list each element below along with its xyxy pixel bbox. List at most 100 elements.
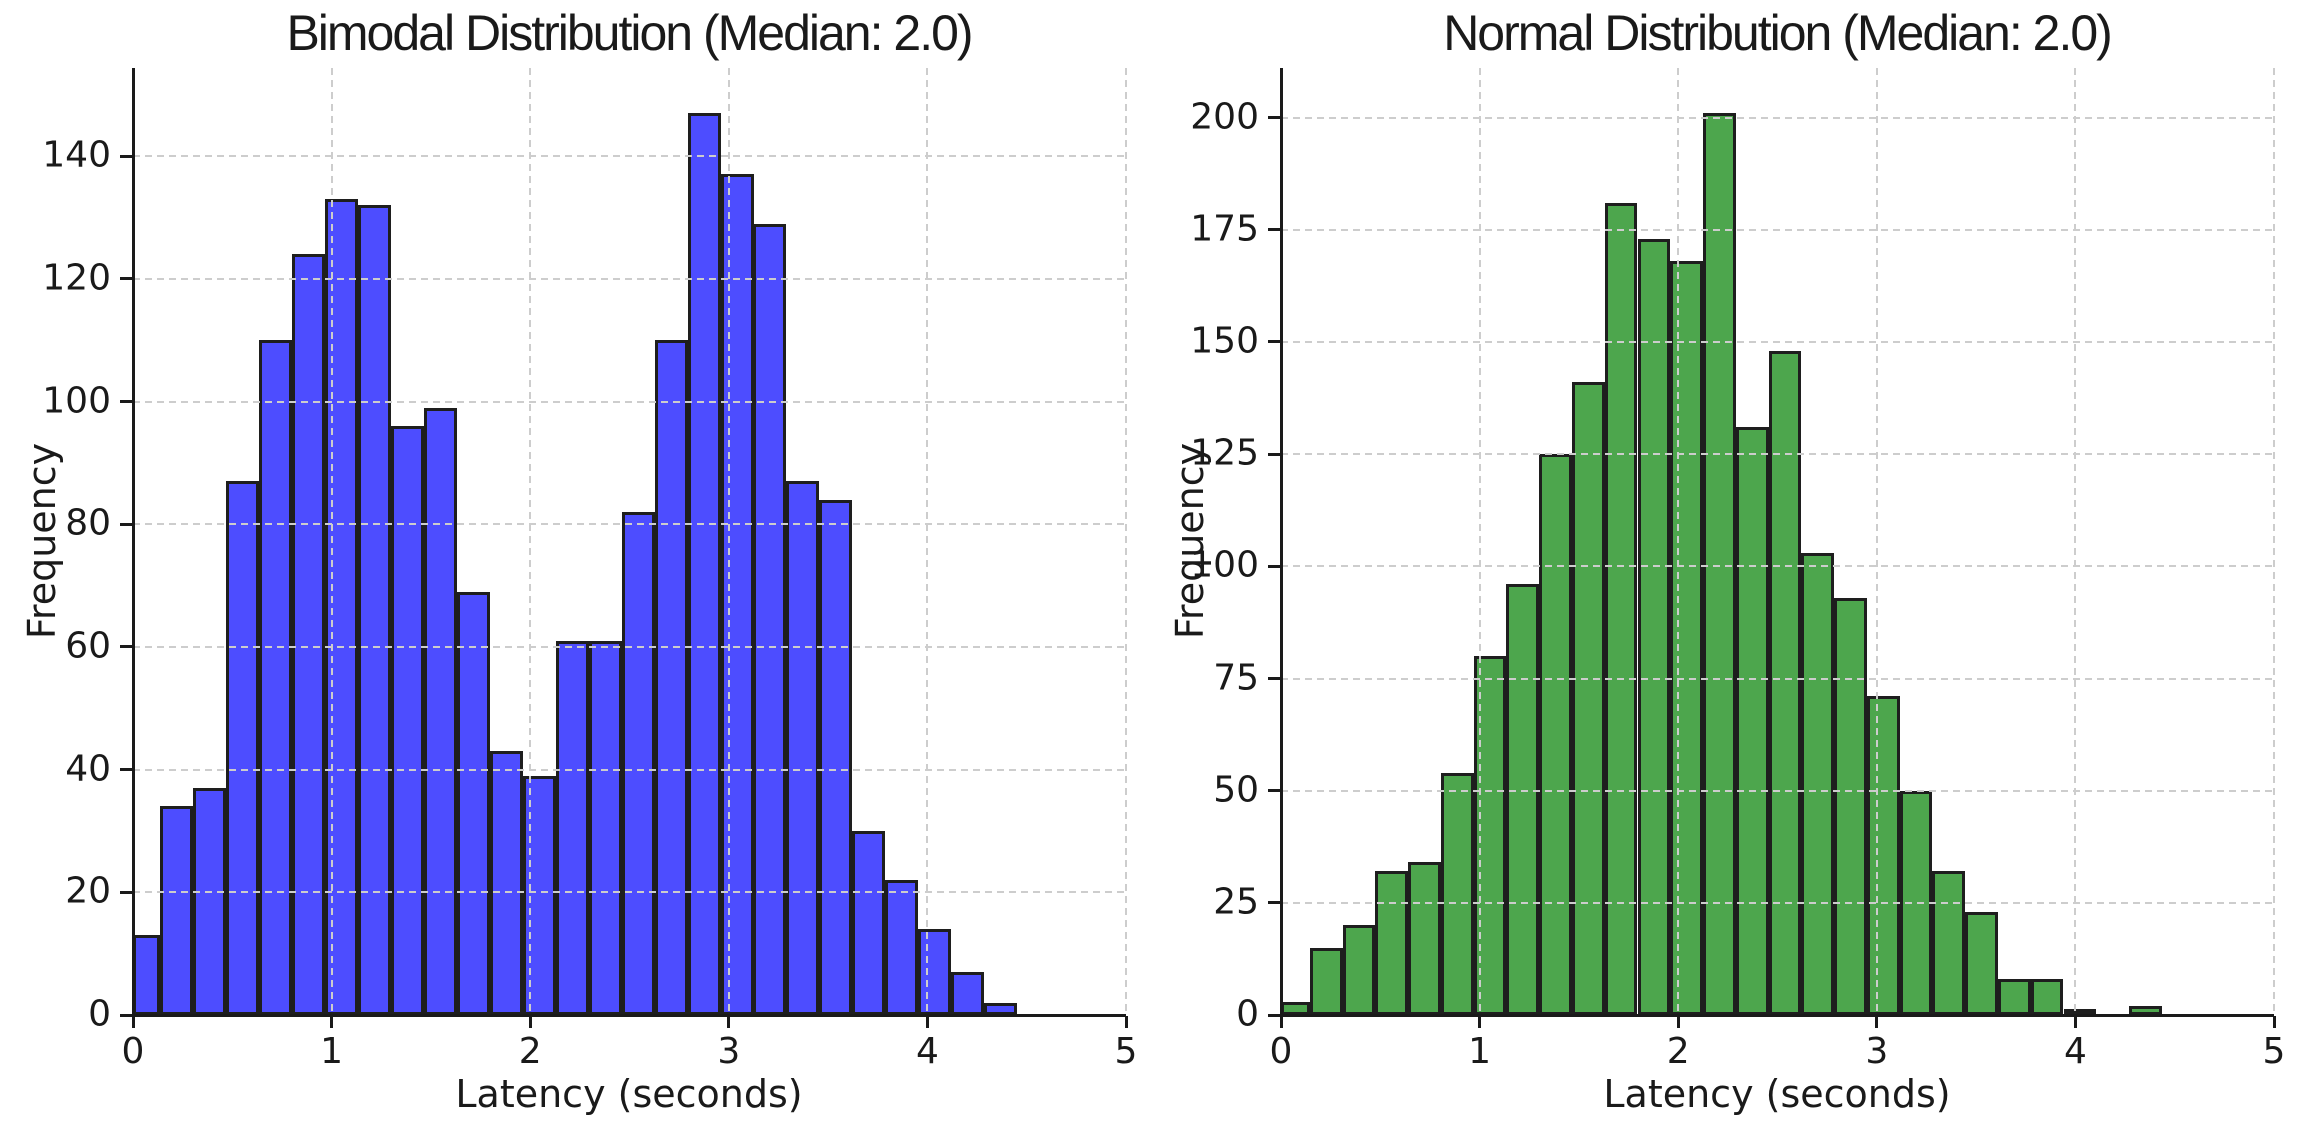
histogram-bar bbox=[324, 199, 358, 1015]
y-axis-spine bbox=[131, 68, 135, 1017]
histogram-bar bbox=[390, 426, 424, 1015]
histogram-bar bbox=[1670, 261, 1704, 1015]
x-tick-mark bbox=[1478, 1016, 1482, 1028]
gridline-vertical bbox=[330, 68, 333, 1015]
histogram-bar bbox=[555, 640, 589, 1015]
histogram-bar bbox=[489, 751, 523, 1015]
gridline-vertical bbox=[2273, 68, 2275, 1015]
histogram-bar bbox=[1342, 925, 1376, 1015]
histogram-bar bbox=[1408, 862, 1441, 1015]
histogram-bar bbox=[357, 205, 391, 1015]
y-tick-mark bbox=[120, 890, 132, 894]
y-tick-mark bbox=[120, 768, 132, 772]
histogram-bar bbox=[1375, 871, 1409, 1015]
histogram-bar bbox=[819, 499, 853, 1015]
histogram-bar bbox=[918, 929, 952, 1015]
histogram-bar bbox=[1932, 871, 1966, 1015]
y-tick-mark bbox=[1268, 677, 1280, 680]
x-tick-mark bbox=[1279, 1016, 1283, 1028]
x-tick-mark bbox=[925, 1016, 929, 1028]
y-tick-label: 50 bbox=[1213, 769, 1259, 811]
y-tick-label: 140 bbox=[42, 134, 111, 176]
gridline-horizontal bbox=[1281, 565, 2274, 568]
y-tick-mark bbox=[120, 522, 132, 526]
histogram-bar bbox=[1801, 552, 1835, 1015]
gridline-vertical bbox=[1677, 68, 1680, 1015]
x-tick-label: 0 bbox=[1269, 1031, 1293, 1072]
y-tick-label: 0 bbox=[88, 993, 111, 1035]
y-tick-label: 175 bbox=[1190, 208, 1259, 250]
histogram-bar bbox=[654, 340, 688, 1015]
histogram-bar bbox=[588, 640, 622, 1015]
gridline-horizontal bbox=[133, 768, 1126, 771]
y-tick-mark bbox=[1268, 452, 1280, 456]
histogram-bar bbox=[1965, 911, 1998, 1015]
y-tick-label: 100 bbox=[42, 380, 111, 422]
y-tick-label: 0 bbox=[1236, 993, 1259, 1035]
histogram-bar bbox=[1539, 454, 1572, 1015]
histogram-bar bbox=[193, 788, 226, 1015]
gridline-horizontal bbox=[133, 523, 1126, 526]
gridline-vertical bbox=[529, 68, 532, 1015]
histogram-bar bbox=[291, 254, 325, 1015]
x-tick-mark bbox=[2073, 1016, 2077, 1028]
histogram-bar bbox=[1866, 696, 1900, 1015]
left-x-axis-label: Latency (seconds) bbox=[455, 1072, 803, 1116]
histogram-bar bbox=[1768, 350, 1802, 1015]
x-axis-spine bbox=[131, 1013, 1126, 1017]
gridline-vertical bbox=[1478, 68, 1481, 1015]
gridline-vertical bbox=[1875, 68, 1878, 1015]
histogram-bar bbox=[522, 775, 556, 1015]
x-tick-label: 4 bbox=[2063, 1031, 2087, 1072]
x-tick-mark bbox=[727, 1016, 731, 1028]
gridline-vertical bbox=[926, 68, 929, 1015]
x-tick-label: 1 bbox=[1468, 1031, 1492, 1072]
y-axis-spine bbox=[1279, 68, 1283, 1017]
right-chart-title: Normal Distribution (Median: 2.0) bbox=[1443, 5, 2113, 61]
gridline-horizontal bbox=[133, 155, 1126, 157]
histogram-bar bbox=[1309, 947, 1343, 1015]
gridline-horizontal bbox=[1281, 789, 2274, 792]
y-tick-mark bbox=[120, 400, 132, 403]
histogram-bar bbox=[1997, 979, 2031, 1015]
histogram-bar bbox=[687, 113, 721, 1015]
y-tick-label: 25 bbox=[1213, 881, 1259, 923]
gridline-vertical bbox=[1125, 68, 1127, 1015]
histogram-bar bbox=[951, 972, 985, 1015]
gridline-vertical bbox=[727, 68, 730, 1015]
gridline-horizontal bbox=[1281, 116, 2274, 119]
x-tick-label: 5 bbox=[1114, 1031, 1138, 1072]
y-tick-label: 125 bbox=[1190, 432, 1259, 474]
histogram-bar bbox=[2030, 979, 2064, 1015]
y-tick-label: 150 bbox=[1190, 320, 1259, 362]
x-tick-mark bbox=[131, 1016, 135, 1028]
x-tick-mark bbox=[1676, 1016, 1680, 1028]
histogram-bar bbox=[1440, 772, 1474, 1015]
y-tick-label: 80 bbox=[65, 502, 111, 544]
gridline-vertical bbox=[2074, 68, 2077, 1015]
y-tick-label: 200 bbox=[1190, 96, 1259, 138]
y-tick-label: 100 bbox=[1190, 544, 1259, 586]
left-chart-title: Bimodal Distribution (Median: 2.0) bbox=[286, 5, 973, 61]
y-tick-label: 75 bbox=[1213, 657, 1259, 699]
histogram-plot-bimodal: 0 1 2 3 4 5 0 20 40 60 80 100 120 140 bbox=[42, 68, 1137, 1072]
y-tick-mark bbox=[1268, 789, 1280, 793]
gridline-horizontal bbox=[133, 645, 1126, 648]
x-tick-label: 5 bbox=[2262, 1031, 2286, 1072]
y-tick-mark bbox=[1268, 228, 1280, 232]
gridline-horizontal bbox=[1281, 453, 2274, 456]
x-tick-mark bbox=[330, 1016, 334, 1028]
histogram-bar bbox=[160, 806, 193, 1015]
histogram-bar bbox=[984, 1002, 1018, 1015]
right-x-axis-label: Latency (seconds) bbox=[1603, 1072, 1951, 1116]
x-tick-mark bbox=[1875, 1016, 1879, 1028]
histogram-bar bbox=[1735, 427, 1769, 1015]
histogram-bar bbox=[1703, 113, 1736, 1015]
y-tick-mark bbox=[1268, 564, 1280, 568]
histogram-bar bbox=[1834, 597, 1867, 1015]
histogram-bar bbox=[786, 481, 820, 1015]
histogram-bar bbox=[258, 340, 292, 1015]
x-tick-label: 3 bbox=[717, 1031, 741, 1072]
histogram-bar bbox=[456, 591, 490, 1015]
